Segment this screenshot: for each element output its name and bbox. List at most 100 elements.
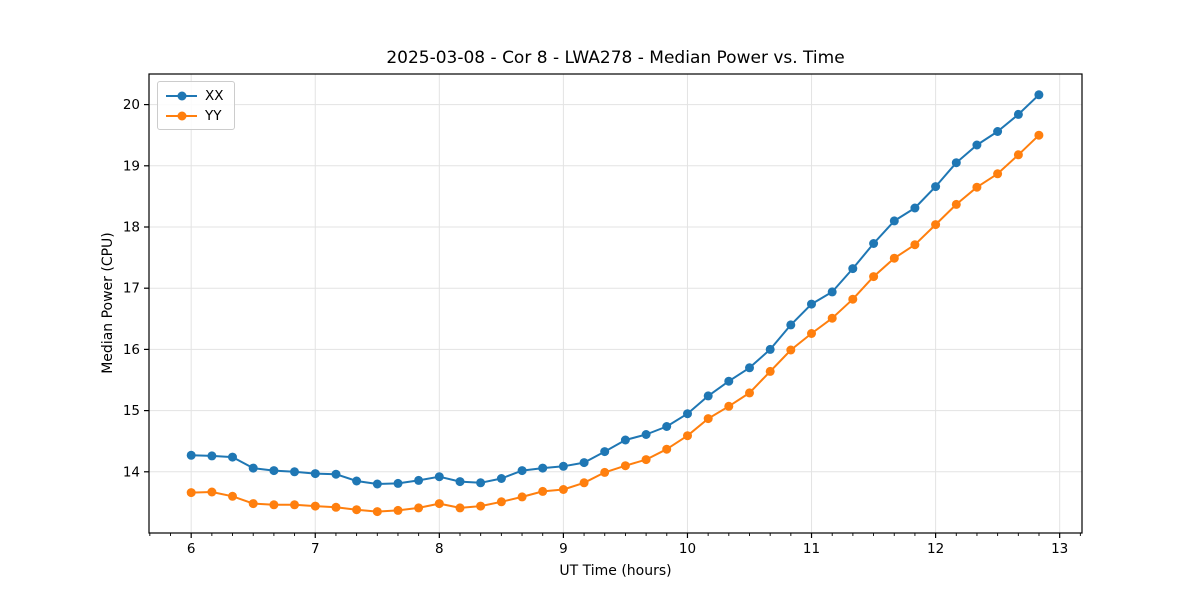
x-tick-label: 8 (435, 541, 444, 557)
data-point-xx (972, 140, 982, 150)
data-point-yy (724, 401, 734, 411)
data-point-yy (600, 467, 610, 477)
legend-item-xx: XX (166, 86, 224, 105)
y-tick-label: 15 (123, 403, 140, 419)
data-point-xx (662, 422, 672, 431)
data-point-yy (207, 487, 217, 497)
y-tick-label: 17 (123, 281, 140, 297)
data-point-yy (372, 507, 382, 517)
y-axis-label: Median Power (CPU) (100, 232, 116, 374)
data-point-xx (248, 463, 258, 473)
data-point-yy (558, 485, 568, 494)
data-point-yy (310, 501, 320, 511)
y-tick-label: 19 (123, 158, 140, 174)
data-point-yy (869, 272, 879, 282)
data-point-xx (869, 239, 879, 248)
data-point-yy (496, 497, 506, 507)
data-point-yy (683, 431, 692, 441)
data-point-yy (910, 240, 920, 250)
data-point-xx (993, 127, 1003, 136)
series-line-yy (190, 134, 1040, 513)
data-point-yy (848, 294, 858, 304)
legend-item-yy: YY (166, 106, 224, 125)
data-point-xx (393, 478, 403, 488)
x-tick-label: 9 (559, 541, 568, 557)
data-point-yy (1034, 130, 1044, 140)
data-point-xx (476, 478, 486, 488)
data-point-yy (414, 503, 424, 513)
data-point-yy (434, 499, 444, 509)
data-point-yy (662, 444, 672, 454)
data-point-yy (972, 182, 982, 192)
series-line-xx (190, 93, 1040, 485)
data-point-xx (434, 472, 444, 482)
x-tick-label: 11 (803, 541, 820, 557)
x-tick-label: 12 (927, 541, 944, 557)
data-point-xx (910, 203, 920, 213)
data-point-yy (951, 199, 961, 209)
data-point-xx (290, 467, 299, 477)
y-tick-label: 20 (123, 97, 140, 113)
data-point-xx (951, 158, 961, 168)
data-point-xx (538, 463, 548, 473)
data-point-yy (538, 486, 548, 496)
legend: XX YY (157, 81, 235, 130)
data-point-yy (352, 505, 362, 515)
legend-line-marker-xx (166, 90, 197, 102)
data-point-yy (455, 503, 465, 513)
x-tick-label: 6 (187, 541, 196, 557)
data-point-xx (269, 466, 279, 476)
data-point-xx (620, 435, 630, 445)
data-point-yy (620, 461, 630, 471)
data-point-xx (414, 475, 424, 485)
data-point-yy (641, 455, 651, 465)
data-point-xx (889, 216, 899, 226)
data-point-xx (331, 469, 341, 479)
data-point-xx (703, 391, 713, 401)
data-point-yy (579, 478, 589, 488)
data-point-xx (372, 479, 382, 489)
data-point-xx (641, 430, 651, 439)
data-point-xx (931, 182, 941, 192)
data-point-yy (889, 253, 899, 263)
data-point-xx (807, 299, 816, 309)
legend-label-xx: XX (205, 87, 224, 104)
data-point-xx (207, 451, 217, 461)
data-point-yy (745, 388, 754, 398)
x-tick-label: 10 (679, 541, 696, 557)
data-point-xx (186, 450, 196, 460)
data-point-yy (393, 505, 403, 515)
chart-title: 2025-03-08 - Cor 8 - LWA278 - Median Pow… (386, 48, 845, 68)
data-point-yy (703, 414, 713, 424)
data-point-xx (558, 461, 568, 471)
legend-line-marker-yy (166, 110, 197, 122)
y-tick-label: 16 (123, 342, 140, 358)
data-point-xx (310, 469, 320, 479)
x-tick-label: 13 (1051, 541, 1068, 557)
data-point-yy (931, 220, 941, 230)
data-point-yy (186, 488, 196, 498)
data-point-xx (600, 447, 610, 457)
y-tick-label: 18 (123, 220, 140, 236)
x-tick-label: 7 (311, 541, 320, 557)
data-point-xx (517, 466, 527, 476)
data-point-yy (248, 499, 258, 509)
data-point-xx (1034, 90, 1044, 100)
x-axis-label: UT Time (hours) (559, 563, 672, 579)
data-point-xx (786, 320, 796, 330)
data-point-yy (331, 502, 341, 512)
axes-frame (148, 73, 1083, 534)
data-point-yy (517, 492, 527, 502)
legend-label-yy: YY (205, 107, 222, 124)
data-point-yy (290, 500, 299, 510)
data-point-yy (1013, 150, 1023, 160)
data-point-xx (683, 409, 692, 419)
data-point-xx (228, 452, 237, 462)
data-point-yy (807, 329, 816, 338)
data-point-xx (1013, 109, 1023, 119)
data-point-xx (848, 264, 858, 274)
data-point-yy (765, 366, 775, 376)
data-point-xx (724, 376, 734, 386)
